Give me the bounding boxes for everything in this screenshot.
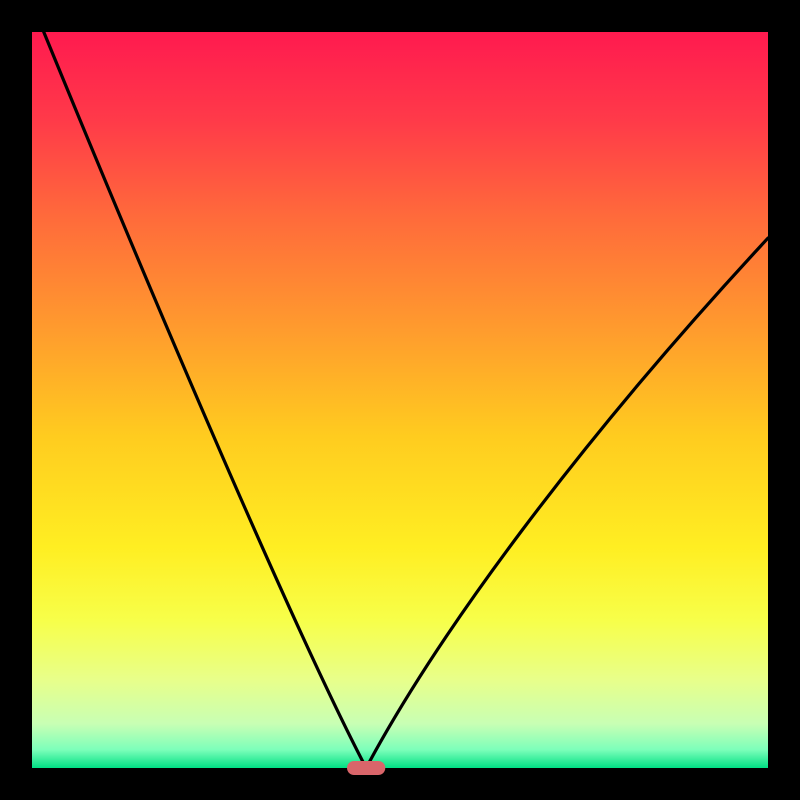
- chart-frame: TheBottleneck.com: [0, 0, 800, 800]
- bottleneck-chart: [0, 0, 800, 800]
